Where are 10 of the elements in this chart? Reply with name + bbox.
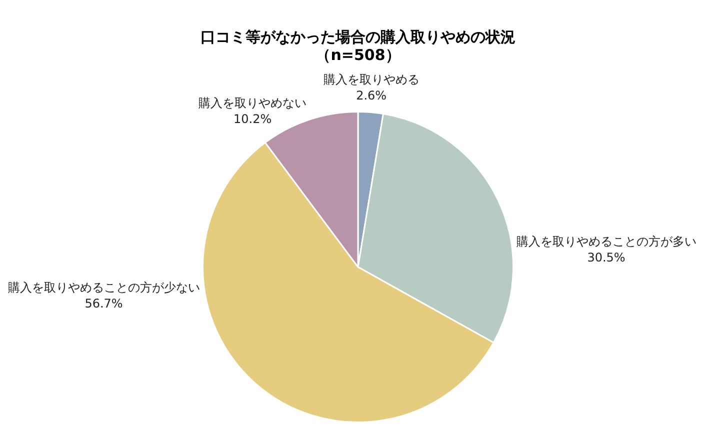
data-label: 56.7%	[84, 296, 123, 310]
slice-label: 購入を取りやめることの方が多い	[516, 234, 696, 248]
data-label: 2.6%	[356, 88, 387, 102]
slice-label: 購入を取りやめる	[323, 72, 420, 86]
chart-title: 口コミ等がなかった場合の購入取りやめの状況	[200, 28, 516, 46]
slice-label: 購入を取りやめない	[198, 96, 307, 110]
data-label: 30.5%	[587, 250, 626, 264]
slice-label: 購入を取りやめることの方が少ない	[8, 280, 200, 294]
data-label: 10.2%	[234, 112, 272, 126]
chart-subtitle: （n=508）	[316, 46, 400, 64]
